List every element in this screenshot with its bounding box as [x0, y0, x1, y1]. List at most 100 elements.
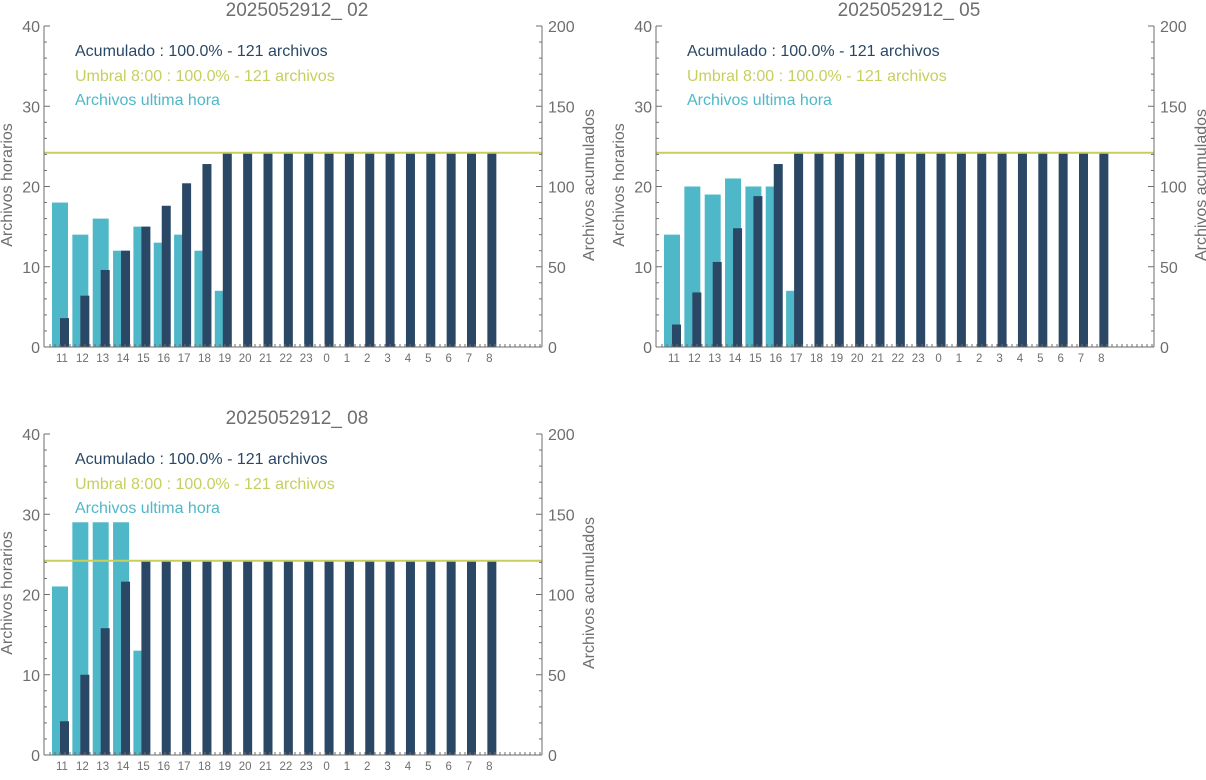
accumulated-bar	[121, 581, 131, 755]
x-tick-label: 11	[56, 761, 68, 773]
accumulated-bar	[936, 152, 946, 347]
x-tick-label: 7	[466, 353, 472, 365]
accumulated-bar	[895, 152, 905, 347]
accumulated-bar	[182, 183, 192, 347]
y2-tick-label: 50	[548, 260, 566, 277]
accumulated-bar	[202, 560, 212, 755]
accumulated-bar	[733, 228, 743, 347]
chart-title: 2025052912_ 08	[226, 408, 369, 429]
accumulated-bar	[243, 152, 253, 347]
legend-hourly: Archivos ultima hora	[75, 92, 220, 109]
x-tick-label: 18	[198, 761, 211, 773]
accumulated-bar	[753, 196, 763, 347]
accumulated-bar	[324, 560, 334, 755]
y2-axis-label: Archivos acumulados	[581, 517, 598, 669]
hourly-bar	[52, 586, 68, 755]
y-axis-label: Archivos horarios	[0, 531, 16, 655]
chart-svg: 2025052912_ 05 Archivos horarios Archivo…	[611, 0, 1206, 365]
legend-hourly: Archivos ultima hora	[75, 500, 220, 517]
y2-axis-label: Archivos acumulados	[581, 109, 598, 261]
chart-title: 2025052912_ 05	[838, 0, 981, 21]
accumulated-bar	[467, 560, 476, 755]
y2-tick-label: 150	[548, 99, 575, 116]
accumulated-bar	[263, 560, 273, 755]
x-tick-label: 13	[708, 353, 721, 365]
y-tick-label: 10	[22, 260, 40, 277]
y-tick-label: 30	[22, 507, 40, 524]
x-tick-label: 23	[300, 353, 313, 365]
y2-axis-label: Archivos acumulados	[1193, 109, 1206, 261]
x-tick-label: 2	[976, 353, 982, 365]
y-tick-label: 40	[634, 19, 652, 36]
accumulated-bar	[80, 295, 90, 347]
accumulated-bar	[487, 560, 497, 755]
y-tick-label: 10	[22, 668, 40, 685]
accumulated-bar	[365, 152, 375, 347]
chart-panel-02: 2025052912_ 02 Archivos horarios Archivo…	[0, 0, 598, 372]
bars-group	[52, 152, 497, 347]
x-tick-label: 17	[178, 761, 191, 773]
hourly-bar	[664, 234, 680, 347]
accumulated-bar	[263, 152, 273, 347]
accumulated-bar	[405, 560, 415, 755]
x-tick-label: 8	[486, 761, 492, 773]
x-tick-label: 2	[364, 761, 370, 773]
x-tick-label: 23	[912, 353, 925, 365]
y2-tick-label: 150	[548, 507, 575, 524]
accumulated-bar	[385, 560, 395, 755]
y-tick-label: 40	[22, 19, 40, 36]
y2-tick-label: 0	[548, 748, 557, 765]
y-axis-label: Archivos horarios	[611, 123, 628, 247]
x-tick-label: 19	[218, 761, 231, 773]
x-tick-label: 21	[259, 353, 272, 365]
accumulated-bar	[222, 560, 232, 755]
accumulated-bar	[916, 152, 926, 347]
legend-hourly: Archivos ultima hora	[687, 92, 832, 109]
x-tick-label: 16	[157, 353, 170, 365]
x-tick-label: 1	[344, 761, 350, 773]
y2-tick-label: 50	[1160, 260, 1178, 277]
x-tick-label: 4	[405, 353, 412, 365]
x-tick-label: 6	[1057, 353, 1063, 365]
x-tick-label: 6	[445, 353, 451, 365]
x-tick-label: 8	[486, 353, 492, 365]
x-tick-label: 20	[239, 353, 252, 365]
x-tick-label: 21	[259, 761, 272, 773]
accumulated-bar	[405, 152, 415, 347]
accumulated-bar	[304, 152, 314, 347]
x-tick-label: 1	[956, 353, 962, 365]
accumulated-bar	[814, 152, 824, 347]
x-tick-label: 19	[218, 353, 231, 365]
x-tick-label: 4	[405, 761, 412, 773]
bars-group	[664, 152, 1109, 347]
accumulated-bar	[1038, 152, 1048, 347]
x-tick-label: 3	[384, 761, 390, 773]
accumulated-bar	[60, 721, 69, 755]
y-tick-label: 30	[22, 99, 40, 116]
x-tick-label: 13	[96, 761, 109, 773]
accumulated-bar	[773, 164, 783, 347]
x-tick-label: 20	[239, 761, 252, 773]
accumulated-bar	[283, 152, 293, 347]
y-tick-label: 0	[643, 340, 652, 357]
x-tick-label: 21	[871, 353, 884, 365]
x-tick-label: 15	[137, 761, 150, 773]
accumulated-bar	[161, 205, 171, 347]
accumulated-bar	[385, 152, 395, 347]
x-tick-label: 22	[891, 353, 904, 365]
legend-threshold: Umbral 8:00 : 100.0% - 121 archivos	[75, 68, 335, 85]
x-tick-label: 15	[749, 353, 762, 365]
bars-group	[52, 522, 497, 755]
accumulated-bar	[365, 560, 375, 755]
x-tick-label: 3	[996, 353, 1002, 365]
x-tick-label: 16	[769, 353, 782, 365]
accumulated-bar	[1079, 152, 1088, 347]
y2-tick-label: 200	[1160, 19, 1187, 36]
accumulated-bar	[855, 152, 865, 347]
legend-threshold: Umbral 8:00 : 100.0% - 121 archivos	[75, 476, 335, 493]
y2-tick-label: 200	[548, 19, 575, 36]
y2-tick-label: 100	[548, 180, 575, 197]
legend-accumulated: Acumulado : 100.0% - 121 archivos	[75, 43, 328, 60]
x-tick-label: 18	[198, 353, 211, 365]
y-tick-label: 30	[634, 99, 652, 116]
